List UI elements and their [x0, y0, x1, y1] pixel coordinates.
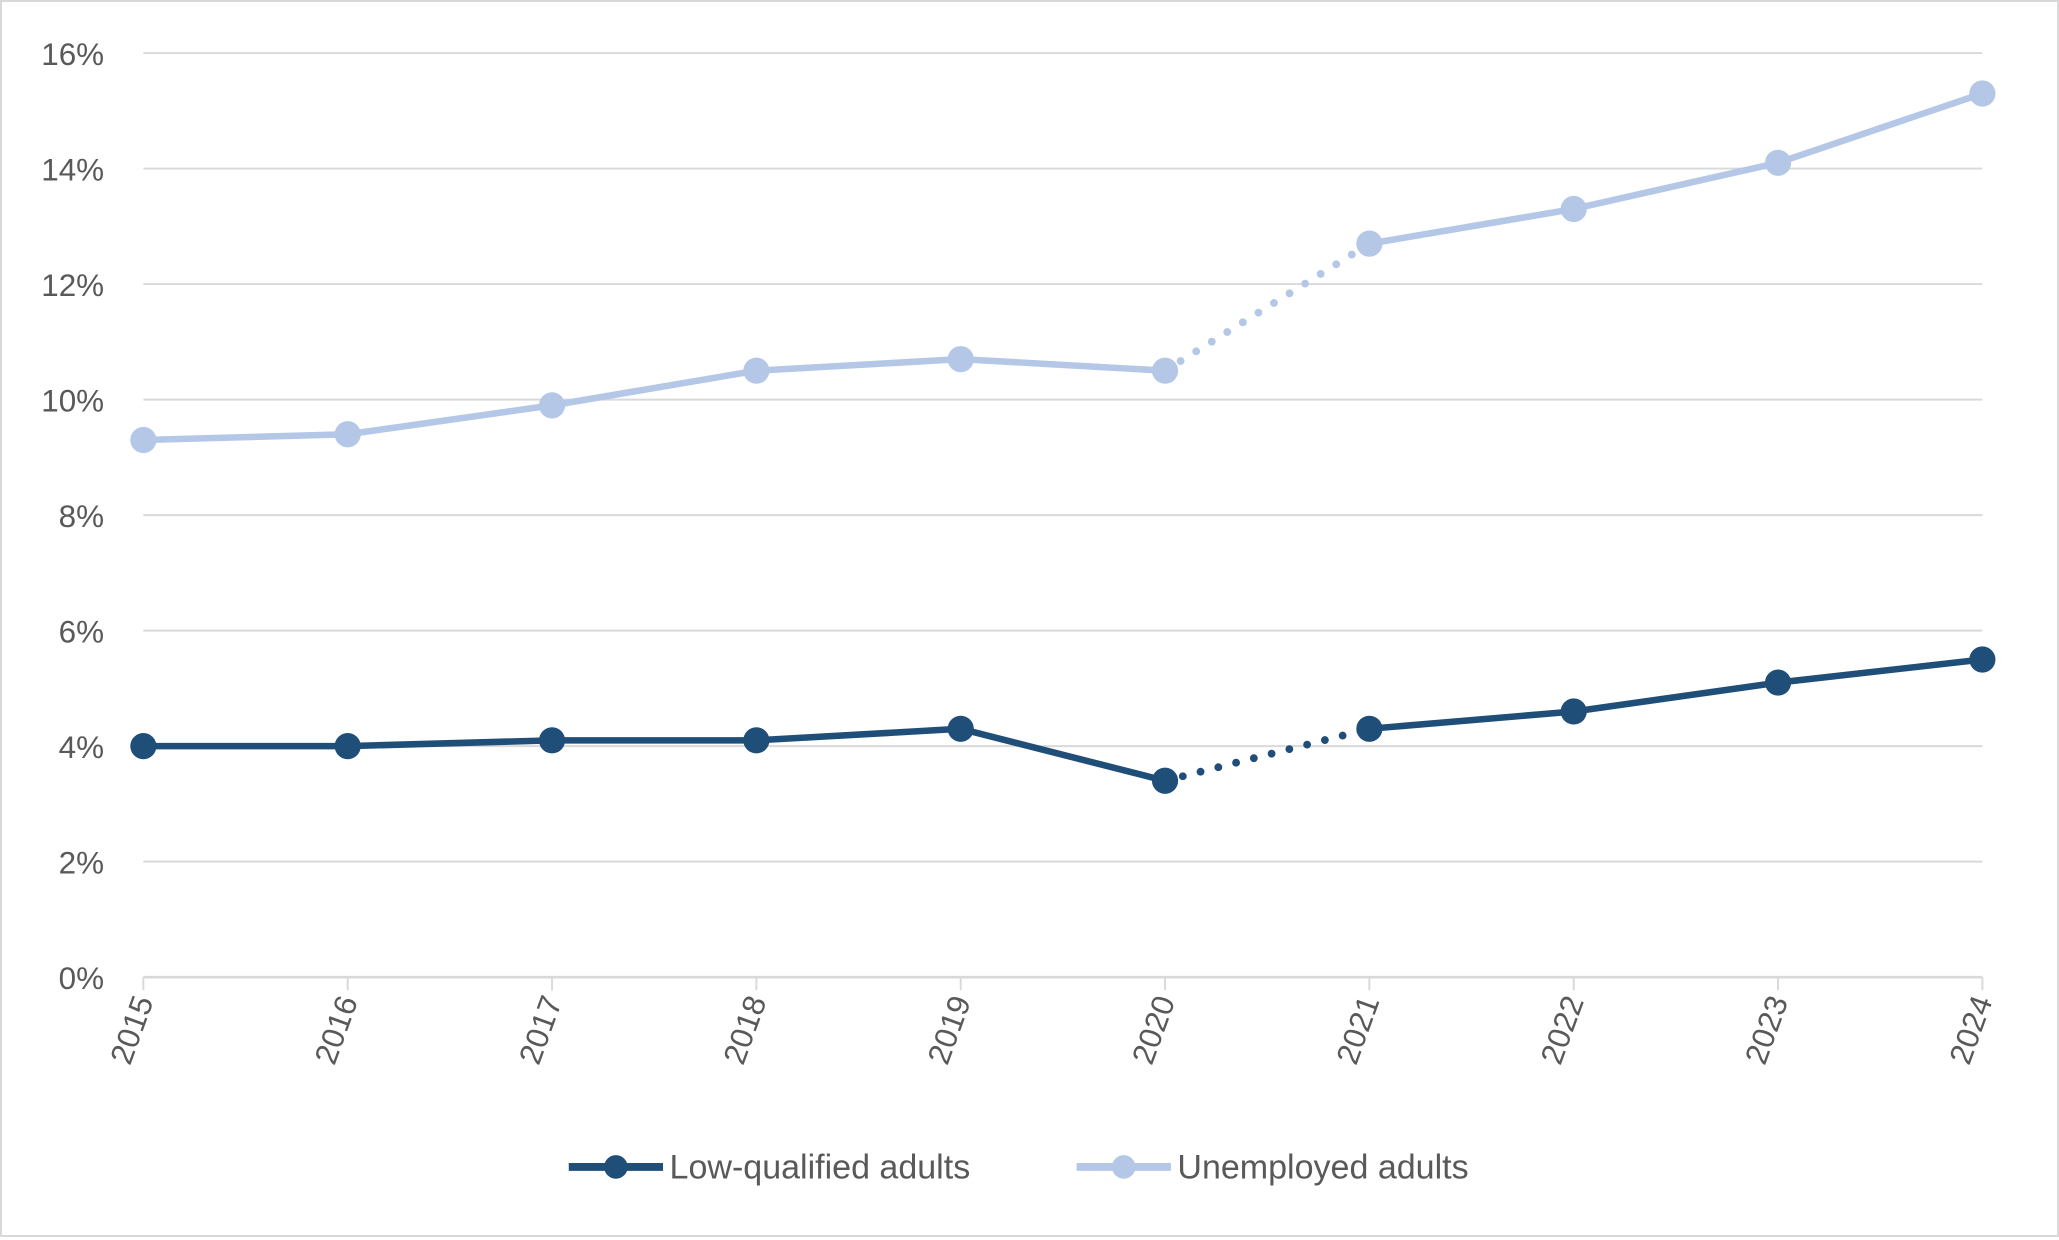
y-tick-label: 8% [59, 499, 104, 534]
data-point [947, 346, 974, 373]
series-line-1 [1368, 90, 1984, 247]
data-point [1560, 195, 1587, 223]
data-point [743, 357, 770, 384]
data-point [1969, 646, 1996, 673]
y-tick-label: 16% [41, 37, 104, 72]
dotted-segment-0 [1161, 724, 1374, 785]
x-tick-label: 2020 [1125, 991, 1182, 1069]
x-tick-label: 2022 [1534, 991, 1591, 1069]
data-point [130, 426, 157, 454]
series-line-1 [143, 355, 1166, 444]
data-point [1560, 698, 1587, 725]
data-point [743, 727, 770, 754]
data-point [334, 421, 361, 448]
x-tick-label: 2023 [1738, 991, 1795, 1069]
y-tick-label: 6% [59, 614, 104, 649]
x-tick-label: 2016 [308, 991, 365, 1069]
series-line-0 [1369, 656, 1983, 733]
y-tick-label: 2% [59, 845, 104, 880]
x-tick-label: 2015 [104, 991, 161, 1069]
data-point [1969, 80, 1996, 107]
legend-marker [1111, 1155, 1136, 1179]
data-point [1356, 715, 1383, 742]
x-tick-label: 2024 [1943, 991, 2000, 1069]
y-tick-label: 0% [59, 961, 104, 996]
y-tick-label: 12% [41, 268, 104, 303]
data-point [1151, 357, 1179, 384]
data-point [538, 727, 566, 754]
legend-label: Unemployed adults [1177, 1149, 1468, 1187]
y-tick-label: 4% [59, 730, 104, 765]
data-point [334, 733, 361, 760]
legend-label: Low-qualified adults [670, 1149, 971, 1187]
x-tick-label: 2017 [512, 991, 569, 1069]
data-point [1764, 669, 1792, 696]
data-point [130, 733, 157, 760]
data-point [947, 715, 974, 742]
x-tick-label: 2018 [717, 991, 774, 1069]
x-tick-label: 2021 [1330, 991, 1387, 1069]
dotted-segment-1 [1161, 239, 1374, 375]
data-point [538, 392, 566, 419]
x-tick-label: 2019 [921, 991, 978, 1069]
data-point [1356, 230, 1383, 257]
legend-marker [604, 1155, 628, 1179]
data-point [1151, 767, 1179, 794]
y-tick-label: 14% [41, 152, 104, 187]
data-point [1764, 149, 1792, 176]
series-line-0 [143, 725, 1166, 784]
y-tick-label: 10% [41, 383, 104, 418]
